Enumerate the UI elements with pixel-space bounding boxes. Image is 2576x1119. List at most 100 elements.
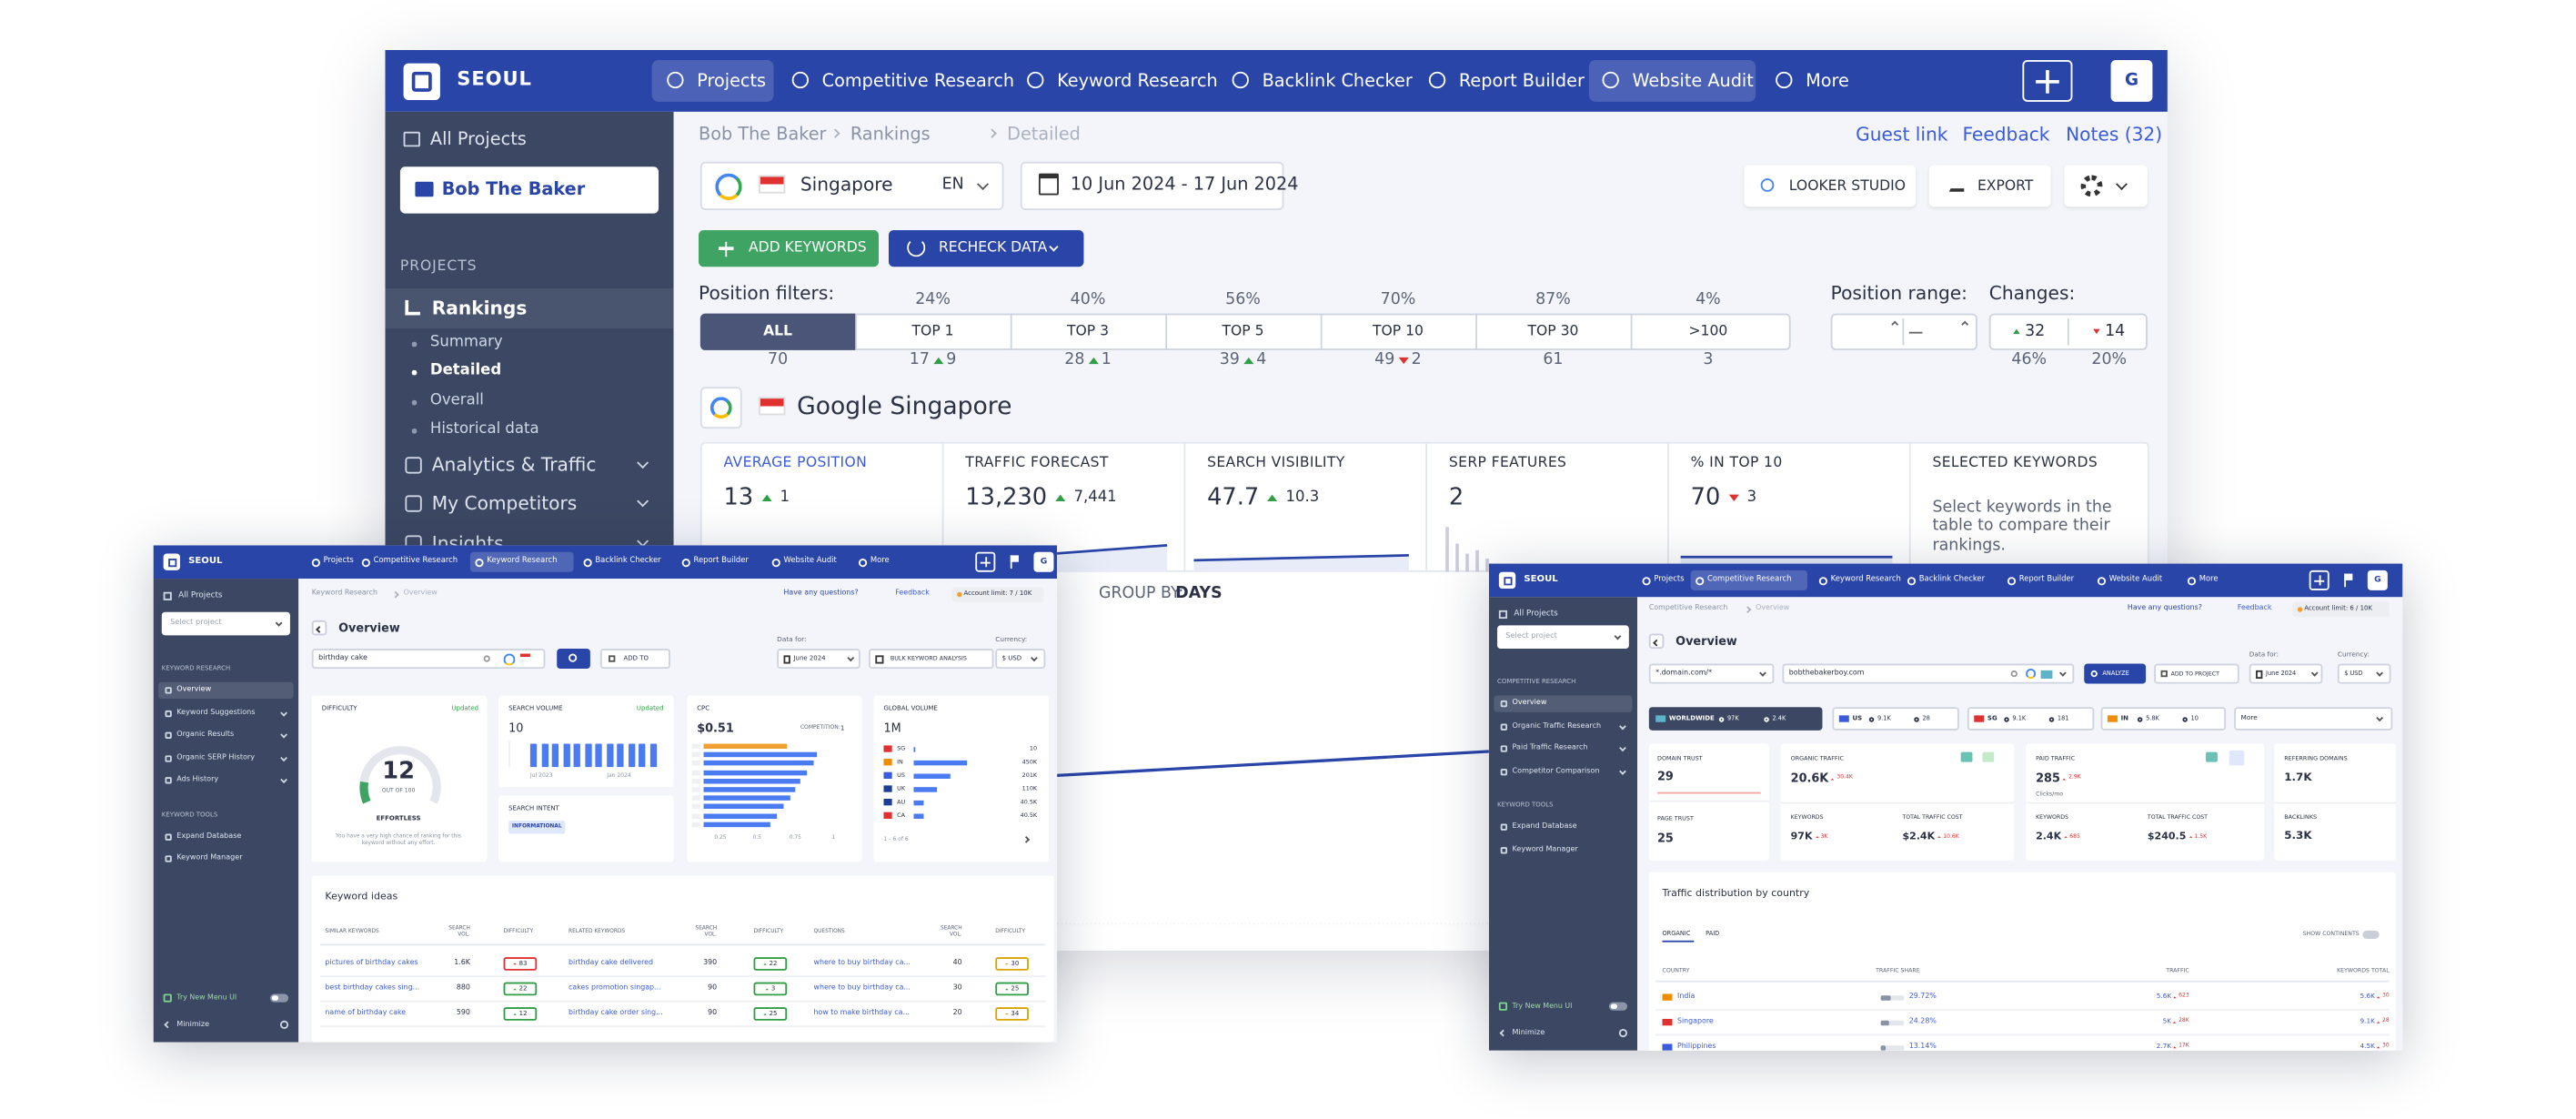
- items[interactable]: Keyword Manager: [176, 854, 243, 863]
- items[interactable]: Paid Traffic Research: [1512, 744, 1588, 753]
- new-menu[interactable]: Try New Menu UI: [176, 993, 237, 1003]
- label[interactable]: ALL: [763, 323, 793, 340]
- items[interactable]: My Competitors: [431, 492, 578, 515]
- all-projects[interactable]: All Projects: [1514, 610, 1558, 619]
- items[interactable]: Analytics & Traffic: [431, 454, 597, 477]
- rows[interactable]: best birthday cakes sing...: [325, 984, 420, 993]
- nav[interactable]: More: [1806, 70, 1849, 91]
- avatar-button[interactable]: [1033, 551, 1054, 572]
- back-button[interactable]: [1648, 633, 1665, 650]
- items[interactable]: Keyword Manager: [1512, 845, 1578, 854]
- nav[interactable]: Report Builder: [693, 557, 749, 566]
- items[interactable]: Overview: [176, 686, 212, 695]
- items[interactable]: Expand Database: [176, 832, 242, 841]
- breadcrumb[interactable]: Bob The Baker: [699, 124, 827, 145]
- items[interactable]: Overview: [1512, 699, 1547, 708]
- items[interactable]: Keyword Suggestions: [176, 708, 256, 717]
- analyze-button[interactable]: [2084, 663, 2147, 684]
- links[interactable]: Guest link: [1856, 124, 1948, 146]
- settings-button[interactable]: [2064, 165, 2148, 207]
- nav[interactable]: Keyword Research: [1830, 575, 1901, 585]
- links[interactable]: Notes (32): [2066, 124, 2163, 146]
- select[interactable]: [868, 649, 994, 670]
- rankings[interactable]: Rankings: [431, 297, 528, 319]
- nav[interactable]: Keyword Research: [487, 557, 558, 566]
- nav[interactable]: More: [870, 557, 890, 566]
- nav[interactable]: Projects: [697, 70, 767, 91]
- links[interactable]: Feedback: [1962, 124, 2050, 146]
- region-tab[interactable]: [1832, 707, 1959, 731]
- rows[interactable]: pictures of birthday cakes: [325, 959, 418, 968]
- toggle[interactable]: [269, 993, 289, 1003]
- region-tab[interactable]: [1648, 707, 1823, 731]
- nav[interactable]: Website Audit: [783, 557, 837, 566]
- rows[interactable]: where to buy birthday ca...: [813, 959, 911, 968]
- items[interactable]: Organic SERP History: [176, 753, 255, 762]
- feedback[interactable]: Feedback: [2237, 604, 2272, 613]
- nav[interactable]: More: [2199, 575, 2219, 585]
- more-select[interactable]: [2234, 707, 2393, 731]
- toggle[interactable]: [2362, 930, 2380, 939]
- nav[interactable]: Competitive Research: [373, 557, 458, 566]
- label[interactable]: TOP 10: [1372, 323, 1424, 340]
- help[interactable]: Have any questions?: [783, 589, 859, 598]
- add-button[interactable]: [975, 551, 996, 572]
- nav[interactable]: Competitive Research: [821, 70, 1015, 91]
- country[interactable]: Philippines: [1676, 1043, 1716, 1051]
- nav[interactable]: Report Builder: [2018, 575, 2075, 585]
- nav[interactable]: Competitive Research: [1706, 575, 1792, 585]
- label[interactable]: TOP 3: [1067, 323, 1110, 340]
- toggle[interactable]: [1608, 1002, 1628, 1011]
- rows[interactable]: birthday cake delivered: [569, 959, 653, 968]
- minimize[interactable]: Minimize: [1512, 1028, 1545, 1037]
- project-select[interactable]: [1497, 625, 1629, 650]
- country[interactable]: India: [1676, 993, 1696, 1002]
- nav[interactable]: Backlink Checker: [1918, 575, 1986, 585]
- nav[interactable]: Website Audit: [2108, 575, 2163, 585]
- subitems[interactable]: Overall: [429, 392, 484, 410]
- help[interactable]: Have any questions?: [2127, 604, 2202, 613]
- nav[interactable]: Keyword Research: [1057, 70, 1218, 91]
- items[interactable]: Competitor Comparison: [1512, 766, 1600, 776]
- label[interactable]: TOP 30: [1527, 323, 1579, 340]
- rows[interactable]: where to buy birthday ca...: [813, 984, 911, 993]
- breadcrumb[interactable]: Rankings: [850, 124, 931, 145]
- select[interactable]: [2249, 663, 2323, 684]
- subitems[interactable]: Historical data: [429, 421, 539, 439]
- new-menu[interactable]: Try New Menu UI: [1512, 1002, 1573, 1011]
- select[interactable]: [311, 649, 546, 670]
- nav[interactable]: Website Audit: [1632, 70, 1754, 91]
- minimize[interactable]: Minimize: [176, 1020, 210, 1029]
- subitems[interactable]: Detailed: [429, 362, 502, 380]
- items[interactable]: Ads History: [176, 776, 219, 785]
- rows[interactable]: name of birthday cake: [325, 1009, 407, 1018]
- date-select[interactable]: [1020, 161, 1284, 210]
- add-button[interactable]: [2309, 570, 2329, 590]
- rows[interactable]: birthday cake order sing...: [569, 1009, 663, 1018]
- select[interactable]: [1782, 663, 2075, 684]
- label[interactable]: TOP 5: [1222, 323, 1264, 340]
- engine-select[interactable]: [699, 161, 1004, 210]
- nav[interactable]: Report Builder: [1458, 70, 1585, 91]
- select[interactable]: [777, 649, 860, 670]
- tabs[interactable]: ORGANIC: [1662, 930, 1691, 937]
- items[interactable]: Organic Results: [176, 731, 235, 740]
- back-button[interactable]: [311, 620, 327, 636]
- all-projects[interactable]: All Projects: [178, 591, 223, 600]
- select[interactable]: [2337, 663, 2391, 684]
- avatar-button[interactable]: [2367, 570, 2388, 590]
- project-select[interactable]: [399, 166, 659, 214]
- select[interactable]: [1648, 663, 1775, 684]
- rows[interactable]: how to make birthday ca...: [813, 1009, 910, 1018]
- all-projects[interactable]: All Projects: [429, 129, 527, 150]
- breadcrumb[interactable]: Detailed: [1007, 124, 1081, 145]
- nav[interactable]: Projects: [1654, 575, 1685, 585]
- feedback[interactable]: Feedback: [895, 589, 930, 598]
- items[interactable]: Expand Database: [1512, 822, 1577, 832]
- items[interactable]: Organic Traffic Research: [1512, 721, 1602, 731]
- nav[interactable]: Backlink Checker: [1262, 70, 1413, 91]
- nav[interactable]: Backlink Checker: [595, 557, 661, 566]
- label[interactable]: TOP 1: [911, 323, 954, 340]
- tabs[interactable]: PAID: [1706, 930, 1720, 937]
- select[interactable]: [599, 649, 670, 670]
